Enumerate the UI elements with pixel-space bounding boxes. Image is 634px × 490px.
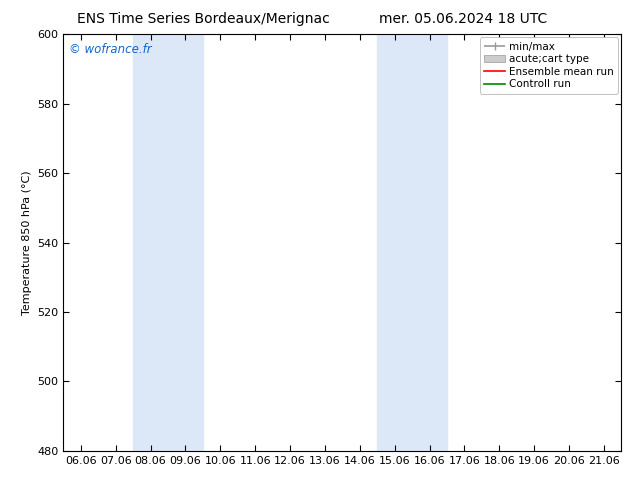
Text: mer. 05.06.2024 18 UTC: mer. 05.06.2024 18 UTC — [378, 12, 547, 26]
Bar — [377, 34, 447, 451]
Y-axis label: Temperature 850 hPa (°C): Temperature 850 hPa (°C) — [22, 170, 32, 315]
Legend: min/max, acute;cart type, Ensemble mean run, Controll run: min/max, acute;cart type, Ensemble mean … — [480, 37, 618, 94]
Text: © wofrance.fr: © wofrance.fr — [69, 43, 152, 56]
Bar — [133, 34, 203, 451]
Text: ENS Time Series Bordeaux/Merignac: ENS Time Series Bordeaux/Merignac — [77, 12, 329, 26]
